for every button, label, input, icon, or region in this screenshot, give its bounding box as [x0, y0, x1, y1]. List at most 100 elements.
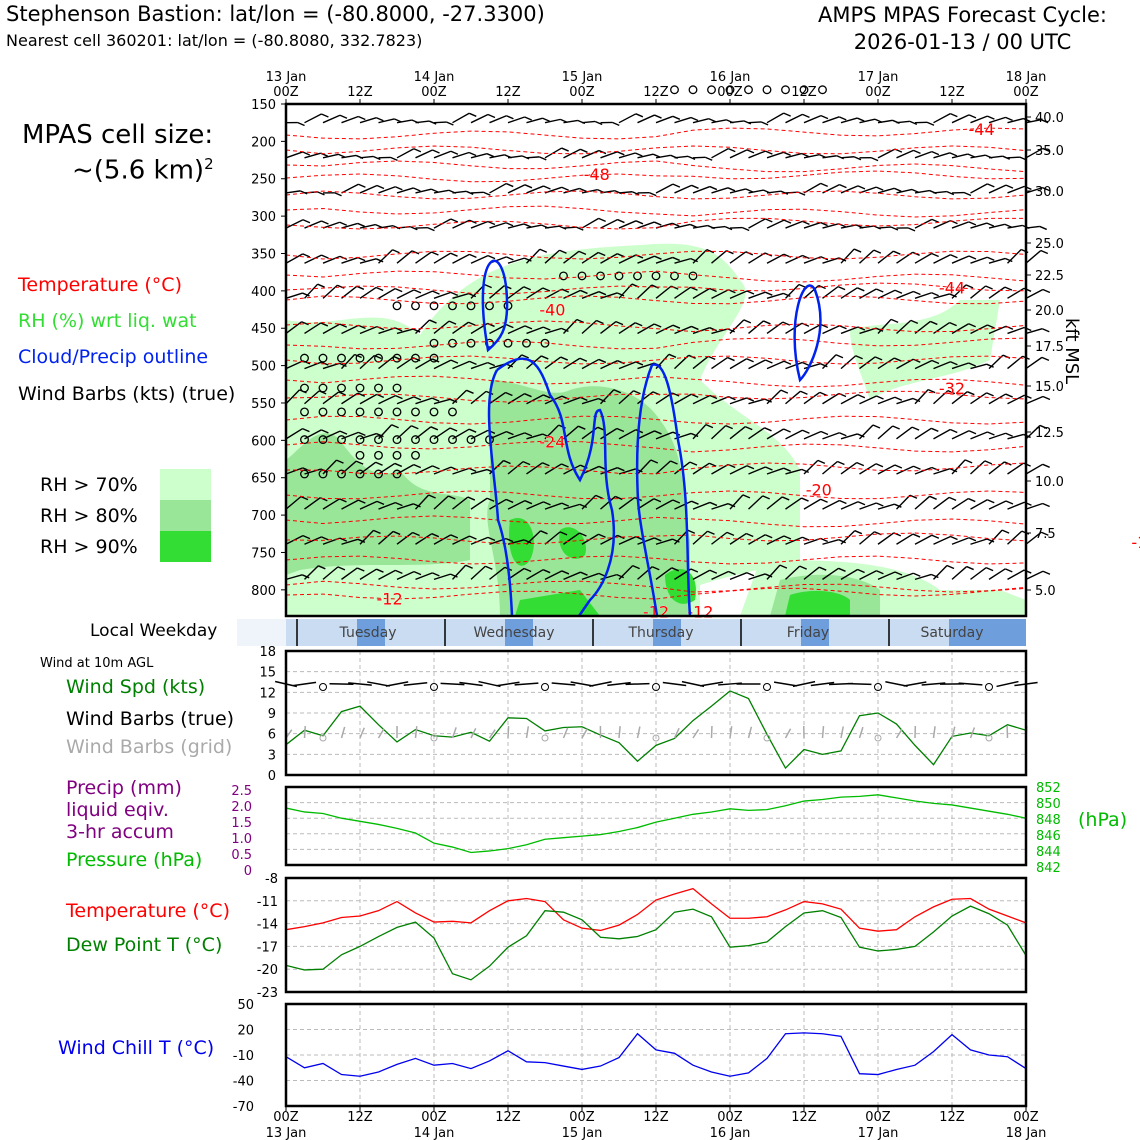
wind-barb-flag [1042, 288, 1051, 294]
wind-barb [748, 189, 764, 194]
cloud-outline-2 [487, 357, 616, 617]
wind-barb-flag [894, 289, 903, 294]
wind-barb-flag [727, 328, 735, 333]
wind-barb-flag [506, 256, 514, 261]
wind-barb-flag [412, 328, 421, 333]
wind-barb [729, 188, 747, 194]
wind-barb [1025, 424, 1041, 440]
weekday-label: Local Weekday [90, 621, 218, 641]
wind-barb [359, 432, 377, 440]
wind-barb-flag [634, 322, 643, 327]
wind-barb-flag [598, 291, 607, 296]
calm-circle [448, 301, 457, 311]
wind-barb-flag [357, 538, 366, 543]
wind-barb-flag [561, 502, 570, 507]
wind-barb-flag [856, 461, 865, 467]
wind10-barb-grid [636, 726, 641, 739]
top-date-label: 13 Jan [266, 70, 307, 85]
wind-barb-flag [986, 538, 995, 543]
wind-barb [692, 530, 708, 545]
wind-barb-flag [910, 319, 919, 324]
wind-barb-flag [654, 114, 662, 119]
wind-barb-flag [894, 357, 902, 362]
calm-circle [337, 407, 346, 417]
wind-barb-flag [725, 424, 733, 430]
legend-temperature: Temperature (°C) [18, 274, 182, 296]
wind-barb-flag [317, 283, 325, 288]
wind-barb [729, 149, 748, 159]
wind-barb [711, 250, 727, 264]
precip-label: Precip (mm) [66, 777, 182, 799]
wind-barb [378, 288, 396, 299]
wind-barb-flag [432, 290, 440, 295]
wind-barb [1025, 531, 1042, 545]
wind-barb-flag [726, 531, 735, 537]
wind-barb-flag [838, 539, 846, 544]
wind-barb [452, 112, 470, 124]
wind-barb-flag [963, 191, 972, 197]
wind-barb [896, 120, 910, 124]
wind-barb-flag [744, 426, 753, 431]
pressure-tick-label: 600 [251, 434, 276, 449]
wind-barb [470, 153, 488, 159]
wind-barb-flag [839, 432, 847, 437]
wind-barb [396, 187, 414, 194]
wind-barb-flag [450, 291, 459, 297]
top-hour-label: 12Z [939, 85, 965, 100]
wind-barb [285, 292, 303, 300]
wind-barb [1007, 569, 1025, 580]
precip-label-3: 3-hr accum [66, 821, 174, 843]
wind-barb-flag [523, 223, 532, 228]
wind-barb-flag [950, 254, 958, 259]
wind-barb [655, 183, 674, 194]
weekday-name: Thursday [627, 625, 693, 641]
wind-barb-flag [875, 288, 884, 293]
wind-barb [1025, 328, 1043, 335]
kft-tick-label: 35.0 [1035, 144, 1064, 159]
wind-barb-flag [413, 571, 422, 576]
wind10-barbs-grid-label: Wind Barbs (grid) [66, 736, 233, 758]
wind-barb [285, 389, 300, 405]
wind-barb [636, 459, 652, 475]
wind-barb [526, 530, 542, 545]
wind10-barb-grid [359, 727, 365, 739]
top-hour-label: 00Z [865, 85, 891, 100]
wind-barb-flag [541, 355, 549, 360]
wind-barb-flag [413, 396, 422, 401]
wind-barb-flag [506, 324, 514, 329]
calm-circle-grid [985, 734, 993, 742]
wind10-barb-grid [673, 727, 680, 739]
wind-barb [803, 114, 822, 124]
wind-barb [877, 148, 896, 159]
wind-barb [692, 501, 711, 510]
wind-barb [544, 118, 561, 124]
wind-barb [285, 253, 304, 264]
cell-size-label: MPAS cell size: [22, 120, 214, 150]
wind-barb-flag [987, 431, 995, 436]
kft-tick-label: 40.0 [1035, 111, 1064, 126]
wind-barb-flag [1042, 186, 1050, 192]
wind-barb [600, 495, 616, 510]
wind-barb [600, 292, 618, 300]
wind-barb-flag [854, 530, 863, 535]
wind-barb-flag [483, 191, 491, 196]
wind-barb-flag [1005, 184, 1014, 189]
wind-barb-flag [505, 537, 514, 543]
wind-barb-flag [506, 431, 514, 436]
wind-barb [341, 115, 359, 124]
wind-barb-flag [450, 252, 458, 257]
wind-barb-flag [339, 114, 348, 119]
wind-barb-flag [783, 428, 791, 433]
wind-barb-flag [486, 497, 495, 502]
wind-barb-flag [561, 147, 569, 152]
wind-barb [692, 156, 706, 159]
wind-barb [970, 431, 988, 440]
wind-barb-flag [985, 567, 994, 572]
wind-barb-flag [894, 571, 903, 576]
wind-barb [748, 427, 765, 440]
wind-barb [951, 391, 968, 405]
wind-barb-flag [876, 502, 884, 507]
wind-barb [988, 223, 1005, 229]
wind-barb-flag [486, 153, 495, 158]
wind-barb-flag [987, 115, 995, 120]
